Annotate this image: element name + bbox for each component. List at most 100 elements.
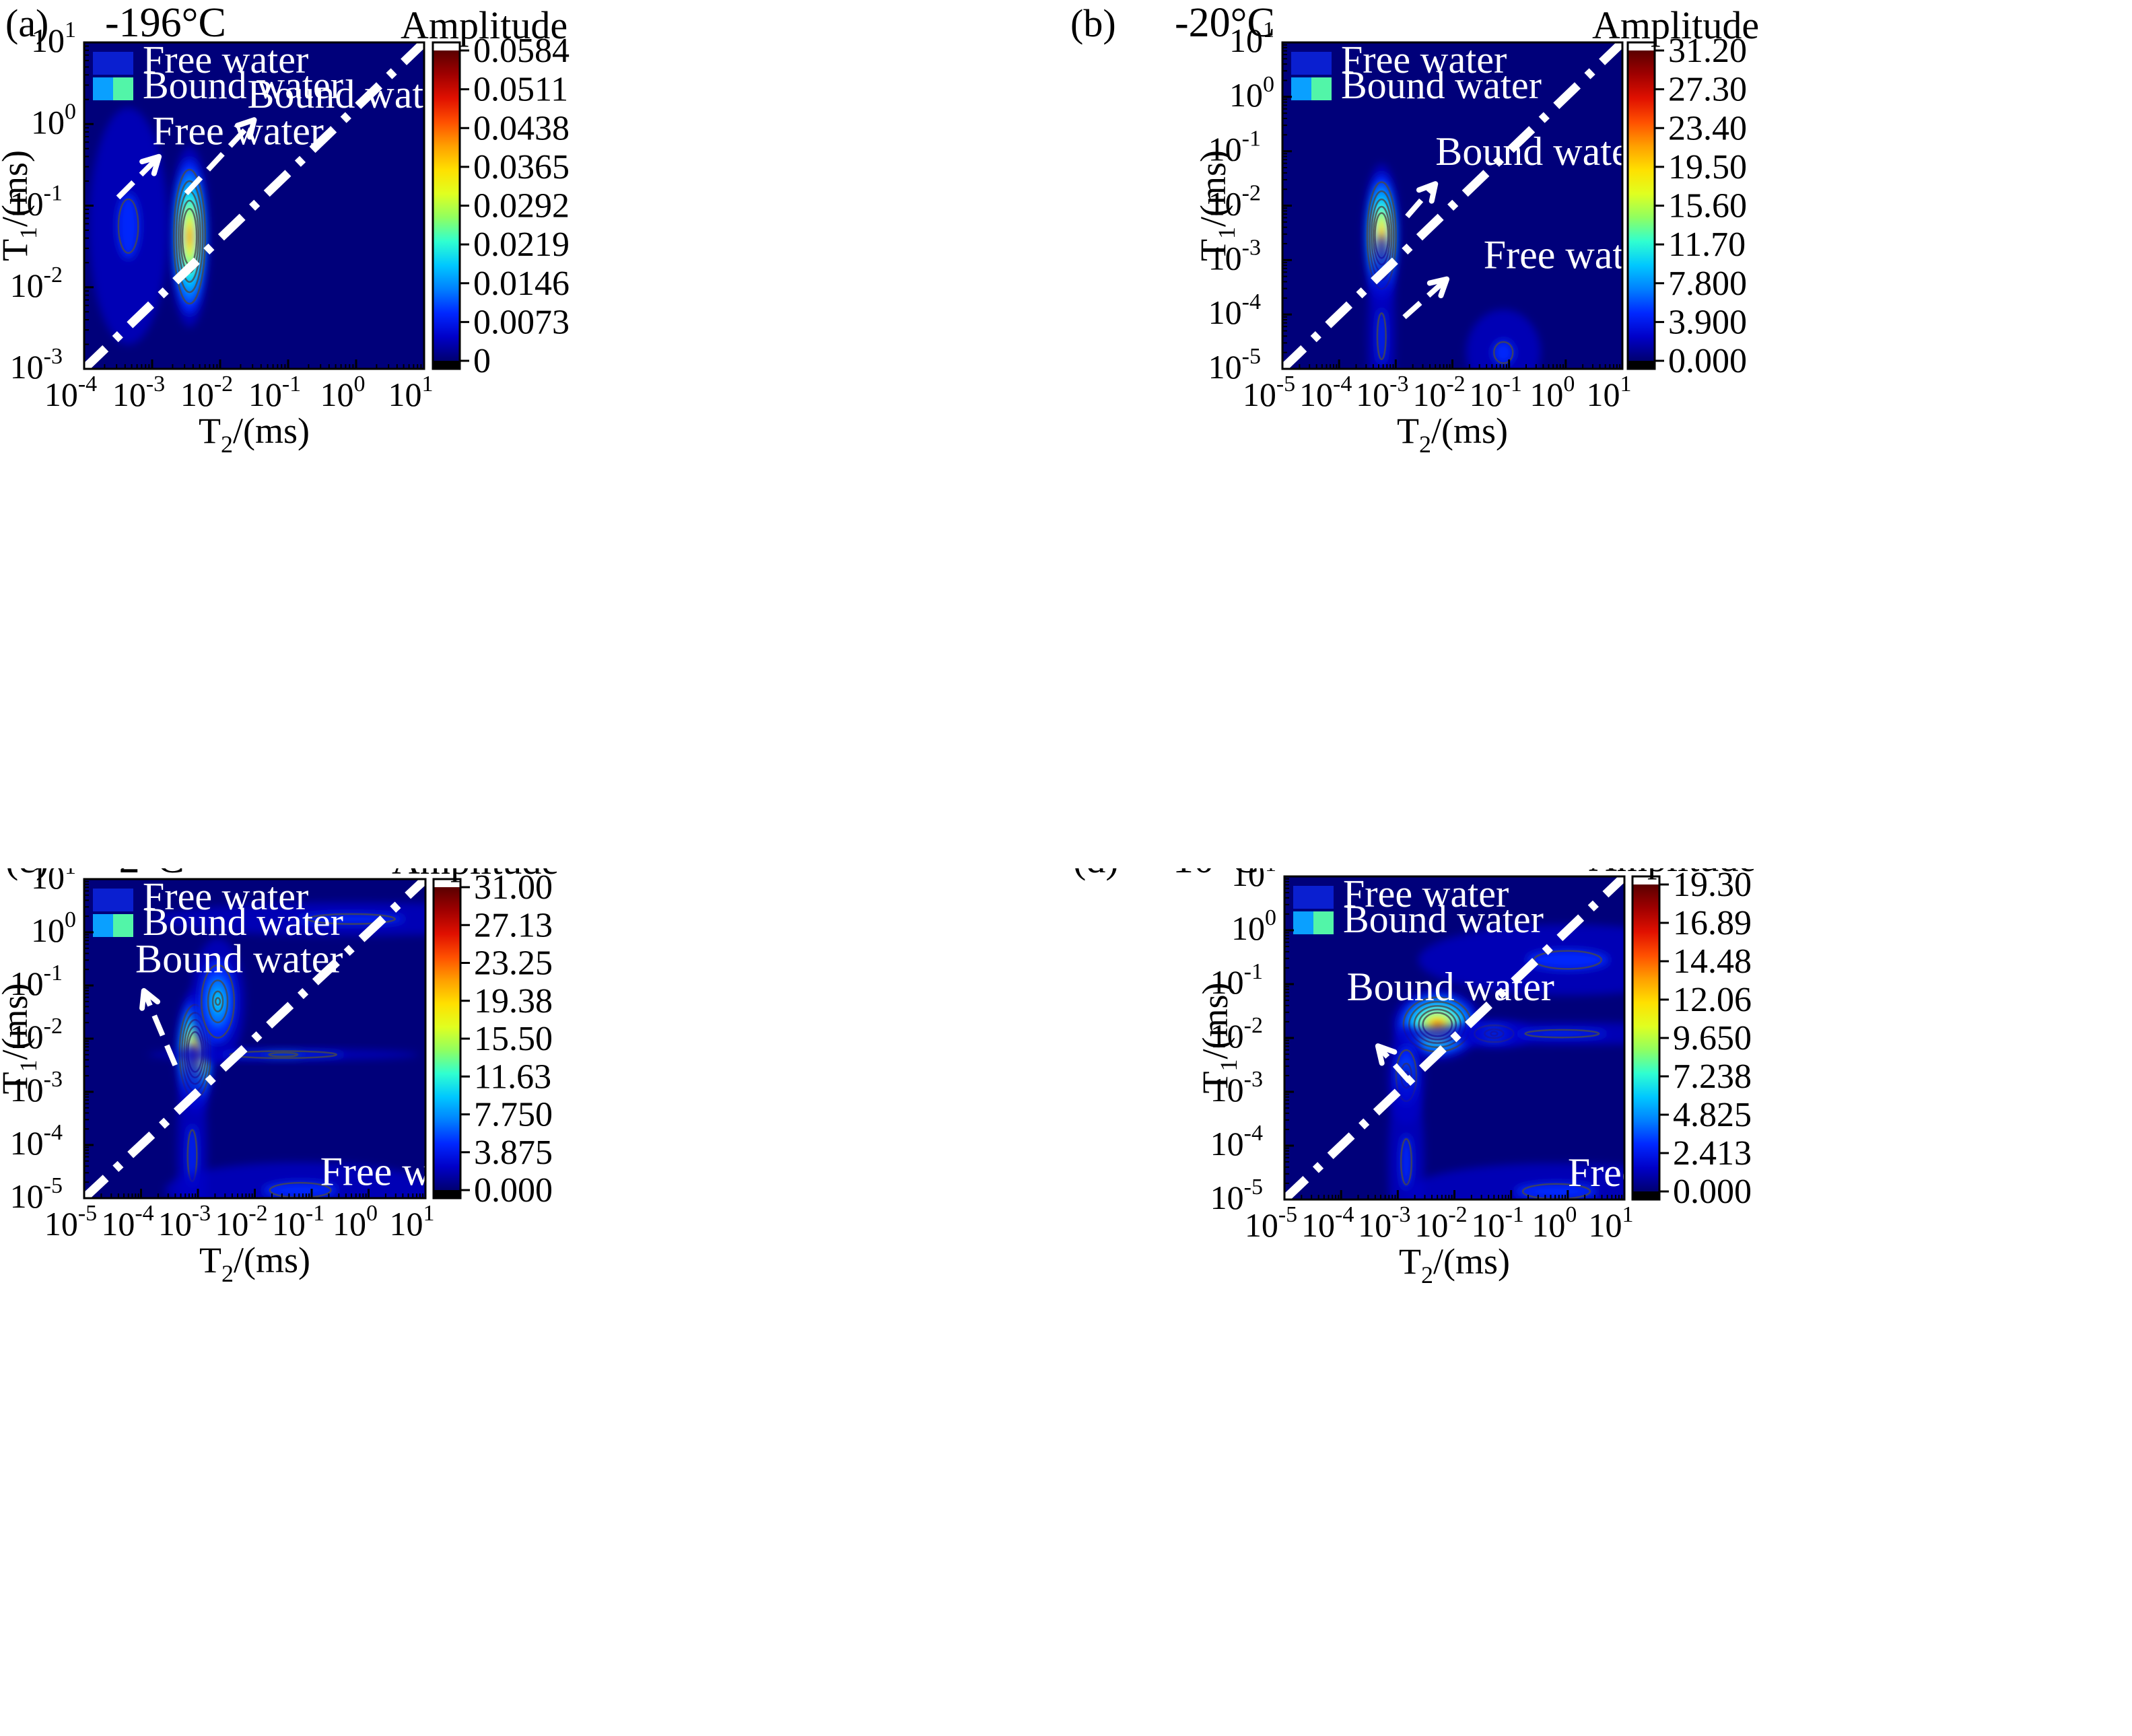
legend-label-bound: Bound water — [1341, 63, 1542, 107]
colorbar-tick-label: 27.30 — [1668, 71, 1747, 109]
colorbar-tick-label: 0.0438 — [473, 109, 570, 147]
y-tick-exponent: -2 — [1242, 181, 1261, 206]
annotation-arrow-head — [139, 987, 161, 1011]
colorbar-under — [433, 361, 460, 369]
x-tick-exponent: -2 — [1448, 1202, 1467, 1227]
y-tick-exponent: -2 — [44, 263, 63, 287]
colorbar-tick-label: 0.000 — [474, 1171, 553, 1210]
x-tick-label: 100 — [1529, 372, 1575, 413]
y-tick-exponent: -3 — [44, 344, 63, 369]
y-axis-label-unit: /(ms) — [1193, 150, 1233, 227]
x-axis-label-sub: 2 — [1421, 1261, 1433, 1288]
legend-swatch-free — [93, 889, 133, 911]
legend-swatch-bound-b — [113, 77, 133, 100]
y-axis-label-sub: 1 — [15, 1060, 42, 1072]
colorbar-tick-label: 7.238 — [1673, 1057, 1752, 1096]
y-tick-label: 100 — [1231, 905, 1276, 947]
annotation-arrow-head — [139, 153, 162, 176]
panel-temperature: 10°C — [1173, 868, 1259, 882]
contour-line — [1413, 1005, 1462, 1044]
colorbar-over — [433, 42, 460, 50]
y-tick-label: 10-4 — [1208, 289, 1261, 331]
y-tick-exponent: -4 — [1242, 289, 1261, 314]
colorbar-tick-label: 19.38 — [474, 982, 553, 1020]
x-tick-label: 10-1 — [248, 372, 301, 413]
x-tick-label: 10-3 — [158, 1201, 211, 1243]
x-tick-exponent: -1 — [282, 372, 301, 396]
x-axis-label-sub: 2 — [1419, 431, 1431, 458]
colorbar-tick-label: 0.0584 — [473, 32, 570, 70]
colorbar-tick-label: 2.413 — [1673, 1134, 1752, 1173]
legend-swatch-free — [1293, 886, 1334, 909]
diagonal-line — [1282, 42, 1622, 369]
y-tick-exponent: -4 — [44, 1120, 63, 1145]
x-tick-exponent: 0 — [366, 1201, 378, 1226]
colorbar-over — [434, 879, 460, 887]
colorbar-tick-label: 3.900 — [1668, 303, 1747, 341]
colorbar-under — [1628, 361, 1655, 369]
y-axis-label-sub: 1 — [15, 227, 42, 239]
colorbar-under — [1632, 1191, 1659, 1200]
x-axis-label-unit: /(ms) — [1431, 411, 1508, 451]
x-tick-exponent: 1 — [1622, 1202, 1634, 1227]
heatmap-peak — [191, 938, 245, 1065]
y-axis-label-unit: /(ms) — [0, 983, 35, 1060]
x-tick-label: 10-3 — [1358, 1202, 1410, 1244]
colorbar-fill — [433, 50, 460, 361]
colorbar-fill — [434, 887, 460, 1190]
legend-label-bound: Bound water — [143, 900, 343, 944]
colorbar-over — [1628, 42, 1655, 50]
x-tick-exponent: 1 — [423, 1201, 435, 1226]
x-tick-exponent: -1 — [1505, 1202, 1524, 1227]
annotation-label: Bound water — [247, 72, 454, 116]
colorbar-fill — [1632, 884, 1659, 1191]
heatmap-layer — [84, 879, 425, 1198]
x-axis-label-sub: 2 — [221, 1260, 234, 1287]
legend-label-bound: Bound water — [1343, 897, 1544, 941]
heatmap-peak — [156, 902, 425, 936]
colorbar-tick-label: 11.63 — [474, 1057, 551, 1096]
heatmap-level — [117, 193, 139, 258]
y-tick-exponent: 0 — [65, 99, 76, 124]
colorbar-over — [1632, 876, 1659, 884]
colorbar-tick-label: 23.25 — [474, 944, 553, 983]
heatmap-level — [1466, 309, 1541, 369]
x-tick-exponent: 1 — [422, 372, 434, 396]
x-tick-exponent: -4 — [78, 372, 97, 396]
legend-swatch-free — [1291, 52, 1332, 75]
y-tick-exponent: 0 — [1265, 905, 1276, 930]
contour-line — [1376, 312, 1387, 361]
legend-swatch-bound-a — [93, 914, 113, 937]
x-tick-exponent: -4 — [1335, 1202, 1354, 1227]
colorbar-tick-label: 0.0219 — [473, 225, 570, 264]
y-tick-label: 100 — [1229, 72, 1274, 114]
colorbar-tick-label: 7.750 — [474, 1096, 553, 1134]
diagonal-line — [1284, 876, 1624, 1200]
y-tick-label: 10-4 — [1210, 1121, 1263, 1162]
x-tick-exponent: -5 — [1276, 372, 1295, 396]
y-axis-label: T1/(ms) — [0, 150, 42, 261]
x-tick-label: 10-5 — [44, 1201, 97, 1243]
legend-label-free: Free water — [1341, 38, 1507, 81]
colorbar-tick-label: 0.0365 — [473, 148, 570, 186]
heatmap-level — [1418, 924, 1624, 996]
x-tick-exponent: 0 — [354, 372, 366, 396]
y-axis-label-unit: /(ms) — [0, 150, 35, 227]
colorbar-tick-label: 31.20 — [1668, 32, 1747, 70]
x-tick-exponent: -4 — [1333, 372, 1352, 396]
contour-line — [229, 1050, 338, 1060]
heatmap-level — [1527, 950, 1609, 970]
x-tick-label: 10-3 — [112, 372, 165, 413]
legend-swatch-bound-a — [93, 77, 113, 100]
annotation-label: Bound water — [135, 936, 343, 981]
annotation-label: Free water — [1484, 232, 1655, 277]
legend-swatch-bound-b — [1313, 911, 1334, 934]
x-tick-label: 100 — [1532, 1202, 1577, 1244]
heatmap-level — [1437, 1024, 1439, 1025]
contour-line — [1400, 1138, 1413, 1186]
diagonal-line — [84, 42, 424, 369]
x-axis-label: T2/(ms) — [1399, 1241, 1510, 1288]
x-tick-label: 10-4 — [44, 372, 97, 413]
